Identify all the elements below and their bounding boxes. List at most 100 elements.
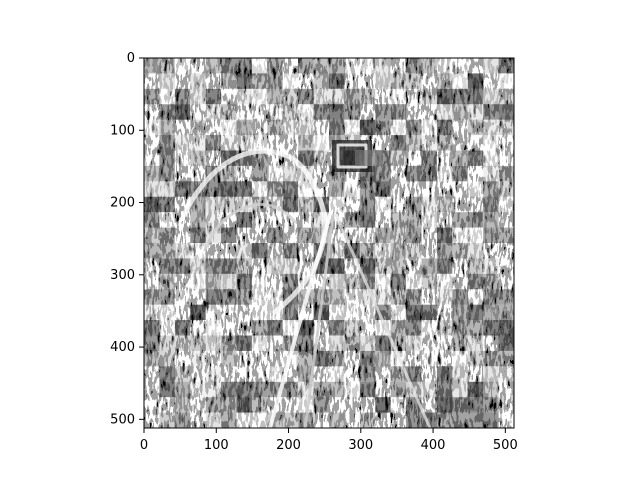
image-block (298, 135, 314, 151)
image-block (144, 335, 160, 351)
image-block (452, 243, 468, 259)
image-block (452, 150, 468, 166)
image-block (313, 150, 329, 166)
image-block (452, 165, 468, 182)
image-block (344, 212, 360, 228)
image-block (282, 181, 299, 197)
image-block (344, 273, 360, 290)
image-block (498, 366, 514, 382)
image-block (282, 119, 299, 136)
image-block (236, 335, 252, 351)
image-block (174, 381, 191, 398)
image-block (313, 73, 329, 89)
image-block (436, 397, 453, 413)
image-block (498, 196, 514, 213)
image-block (359, 243, 376, 259)
image-block (406, 320, 422, 336)
image-block (282, 196, 299, 213)
image-block (498, 335, 514, 351)
image-block (221, 335, 237, 351)
image-block (498, 320, 514, 336)
image-block (251, 73, 268, 89)
image-block (375, 350, 391, 367)
image-block (421, 381, 437, 398)
image-block (498, 227, 514, 243)
image-block (251, 165, 268, 182)
image-block (251, 412, 268, 428)
image-block (190, 381, 206, 398)
image-block (436, 366, 453, 382)
image-block (390, 227, 407, 243)
image-block (375, 119, 391, 136)
image-block (390, 135, 407, 151)
image-block (390, 243, 407, 259)
image-block (359, 366, 376, 382)
image-block (498, 289, 514, 305)
image-block (483, 150, 499, 166)
image-block (344, 104, 360, 120)
image-block (205, 273, 222, 290)
image-block (406, 273, 422, 290)
image-block (329, 412, 345, 428)
image-block (221, 196, 237, 213)
image-block (221, 273, 237, 290)
y-tick-label: 400 (110, 340, 135, 355)
image-block (329, 73, 345, 89)
image-block (251, 335, 268, 351)
image-block (436, 273, 453, 290)
image-block (221, 381, 237, 398)
image-block (221, 135, 237, 151)
image-block (452, 289, 468, 305)
y-tick-label: 200 (110, 196, 135, 211)
image-block (359, 335, 376, 351)
image-block (251, 304, 268, 321)
image-block (390, 381, 407, 398)
image-block (344, 181, 360, 197)
image-block (390, 258, 407, 274)
image-block (205, 335, 222, 351)
image-block (313, 381, 329, 398)
image-block (174, 412, 191, 428)
image-block (282, 320, 299, 336)
image-block (406, 304, 422, 321)
image-block (483, 181, 499, 197)
image-block (483, 412, 499, 428)
x-tick-label: 300 (348, 438, 373, 453)
image-block (467, 243, 484, 259)
image-block (282, 273, 299, 290)
image-block (421, 196, 437, 213)
image-block (144, 320, 160, 336)
image-block (359, 58, 376, 74)
image-block (498, 88, 514, 105)
image-block (390, 320, 407, 336)
image-block (483, 227, 499, 243)
image-block (251, 135, 268, 151)
image-block (359, 258, 376, 274)
image-block (190, 73, 206, 89)
image-block (390, 73, 407, 89)
image-block (298, 88, 314, 105)
image-block (452, 381, 468, 398)
image-block (190, 350, 206, 367)
image-block (221, 58, 237, 74)
image-block (359, 350, 376, 367)
image-block (344, 88, 360, 105)
image-block (298, 350, 314, 367)
image-block (251, 150, 268, 166)
image-block (390, 150, 407, 166)
image-block (174, 320, 191, 336)
image-block (406, 135, 422, 151)
image-block (267, 181, 283, 197)
image-block (498, 119, 514, 136)
image-block (375, 165, 391, 182)
image-block (313, 58, 329, 74)
image-block (267, 165, 283, 182)
image-block (375, 181, 391, 197)
image-block (436, 88, 453, 105)
image-block (359, 196, 376, 213)
image-block (390, 366, 407, 382)
image-block (483, 119, 499, 136)
image-block (344, 289, 360, 305)
image-block (329, 335, 345, 351)
